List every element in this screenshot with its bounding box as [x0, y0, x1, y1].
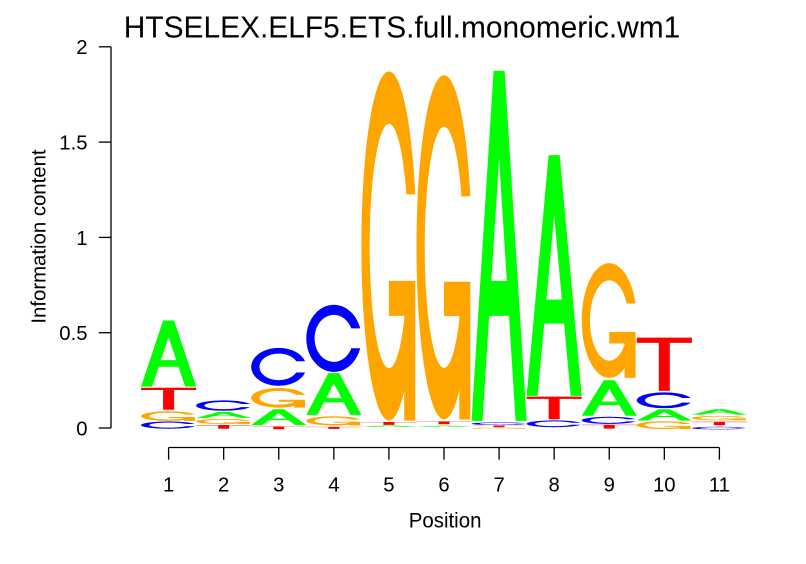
svg-text:7: 7	[493, 474, 504, 496]
svg-text:Position: Position	[409, 510, 482, 533]
svg-text:HTSELEX.ELF5.ETS.full.monomeri: HTSELEX.ELF5.ETS.full.monomeric.wm1	[124, 11, 681, 45]
svg-text:1: 1	[76, 228, 87, 250]
svg-text:5: 5	[383, 474, 394, 496]
svg-text:2: 2	[76, 37, 87, 59]
svg-text:0.5: 0.5	[59, 323, 87, 345]
svg-text:9: 9	[604, 474, 615, 496]
svg-text:1.5: 1.5	[59, 133, 87, 155]
svg-text:4: 4	[328, 474, 339, 496]
svg-text:0: 0	[76, 418, 87, 440]
svg-text:8: 8	[549, 474, 560, 496]
svg-text:11: 11	[709, 474, 730, 496]
svg-text:Information content: Information content	[29, 149, 51, 324]
svg-text:1: 1	[163, 474, 174, 496]
svg-text:2: 2	[218, 474, 229, 496]
svg-text:3: 3	[273, 474, 284, 496]
svg-text:10: 10	[653, 474, 676, 496]
svg-text:6: 6	[438, 474, 449, 496]
